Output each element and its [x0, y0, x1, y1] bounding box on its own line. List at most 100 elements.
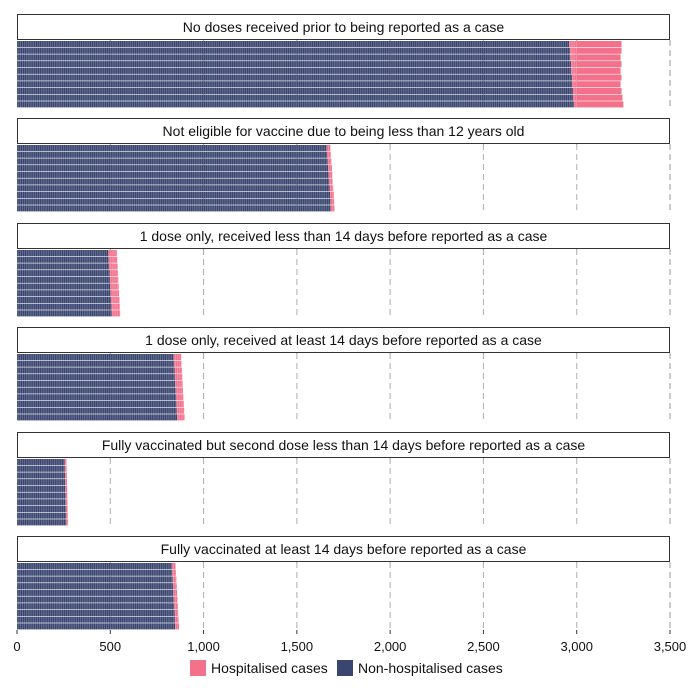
x-tick-label: 3,500 — [654, 639, 687, 654]
bar-non-hospitalised — [17, 263, 110, 270]
bar-non-hospitalised — [17, 367, 175, 374]
bar-non-hospitalised — [17, 270, 110, 277]
bar-hospitalised — [110, 290, 120, 297]
strip-box — [17, 536, 670, 562]
bar-hospitalised — [172, 583, 177, 590]
strip-title: Not eligible for vaccine due to being le… — [163, 123, 525, 139]
bar-hospitalised — [175, 380, 183, 387]
bar-hospitalised — [65, 505, 68, 512]
bar-hospitalised — [174, 374, 183, 381]
bar-non-hospitalised — [17, 67, 572, 74]
bar-hospitalised — [330, 191, 334, 198]
bar-non-hospitalised — [17, 158, 328, 165]
bar-hospitalised — [570, 54, 621, 61]
bar-non-hospitalised — [17, 178, 329, 185]
legend: Hospitalised cases Non-hospitalised cases — [190, 660, 503, 676]
bar-non-hospitalised — [17, 603, 175, 610]
bar-hospitalised — [572, 87, 622, 94]
bar-hospitalised — [174, 616, 179, 623]
bar-hospitalised — [328, 165, 332, 172]
bar-non-hospitalised — [17, 303, 112, 310]
bars — [16, 41, 624, 630]
bar-hospitalised — [329, 185, 334, 192]
facet-strip: No doses received prior to being reporte… — [17, 14, 670, 40]
bar-non-hospitalised — [17, 296, 112, 303]
strip-box — [17, 327, 670, 353]
bar-non-hospitalised — [17, 151, 328, 158]
bar-hospitalised — [174, 609, 179, 616]
bar-non-hospitalised — [17, 569, 173, 576]
bar-hospitalised — [573, 101, 624, 108]
bar-hospitalised — [65, 485, 68, 492]
x-tick-label: 2,000 — [374, 639, 407, 654]
bar-hospitalised — [177, 414, 185, 421]
bar-non-hospitalised — [17, 459, 65, 466]
bar-hospitalised — [66, 512, 68, 519]
x-axis: 0 500 1,000 1,500 2,000 2,500 3,000 3,500 — [13, 630, 686, 654]
facet-panel-4 — [16, 354, 577, 421]
x-tick-label: 1,500 — [281, 639, 314, 654]
bar-hospitalised — [174, 603, 178, 610]
bar-hospitalised — [176, 407, 185, 414]
bar-hospitalised — [108, 250, 117, 257]
strip-title: 1 dose only, received at least 14 days b… — [145, 332, 542, 348]
bar-non-hospitalised — [17, 589, 174, 596]
bar-hospitalised — [571, 61, 622, 68]
bar-hospitalised — [174, 367, 182, 374]
strip-box — [17, 223, 670, 249]
bar-non-hospitalised — [17, 185, 330, 192]
bar-non-hospitalised — [17, 519, 67, 526]
strip-title: Fully vaccinated but second dose less th… — [102, 437, 586, 453]
facet-panel-5 — [16, 459, 577, 526]
bar-non-hospitalised — [17, 465, 65, 472]
bar-non-hospitalised — [17, 394, 176, 401]
bar-non-hospitalised — [17, 74, 573, 81]
bar-hospitalised — [572, 94, 623, 101]
strip-title: Fully vaccinated at least 14 days before… — [161, 541, 527, 557]
facet-strip: 1 dose only, received at least 14 days b… — [17, 327, 670, 353]
bar-hospitalised — [572, 81, 621, 88]
bar-non-hospitalised — [17, 61, 572, 68]
legend-label: Hospitalised cases — [211, 660, 328, 676]
bar-hospitalised — [65, 492, 68, 499]
bar-non-hospitalised — [17, 407, 177, 414]
bar-non-hospitalised — [17, 616, 175, 623]
bar-hospitalised — [175, 623, 179, 630]
bar-non-hospitalised — [17, 380, 176, 387]
bar-hospitalised — [172, 569, 176, 576]
bar-hospitalised — [111, 296, 120, 303]
bar-non-hospitalised — [17, 583, 173, 590]
bar-non-hospitalised — [17, 374, 175, 381]
bar-hospitalised — [570, 47, 622, 54]
bar-non-hospitalised — [17, 310, 112, 317]
x-tick-label: 1,000 — [187, 639, 220, 654]
bar-non-hospitalised — [17, 563, 172, 570]
facet-strip: 1 dose only, received less than 14 days … — [17, 223, 670, 249]
facet-panel-2 — [16, 145, 577, 212]
bar-non-hospitalised — [17, 387, 176, 394]
facet-strip: Not eligible for vaccine due to being le… — [17, 118, 670, 144]
bar-non-hospitalised — [17, 205, 331, 212]
bar-hospitalised — [109, 270, 118, 277]
bar-hospitalised — [173, 589, 178, 596]
legend-swatch-non-hospitalised — [337, 660, 353, 676]
legend-swatch-hospitalised — [190, 660, 206, 676]
x-tick-label: 500 — [99, 639, 121, 654]
bar-hospitalised — [330, 205, 335, 212]
bar-hospitalised — [327, 151, 331, 158]
bar-hospitalised — [110, 283, 119, 290]
bar-hospitalised — [572, 74, 622, 81]
bar-non-hospitalised — [17, 290, 111, 297]
strip-title: No doses received prior to being reporte… — [183, 19, 505, 35]
bar-non-hospitalised — [17, 165, 329, 172]
bar-non-hospitalised — [17, 623, 176, 630]
bar-non-hospitalised — [17, 256, 109, 263]
strip-box — [17, 118, 670, 144]
bar-non-hospitalised — [17, 47, 571, 54]
bar-non-hospitalised — [17, 576, 173, 583]
bar-hospitalised — [175, 394, 184, 401]
bar-hospitalised — [65, 499, 68, 506]
bar-hospitalised — [66, 519, 69, 526]
facet-panel-3 — [16, 250, 577, 317]
